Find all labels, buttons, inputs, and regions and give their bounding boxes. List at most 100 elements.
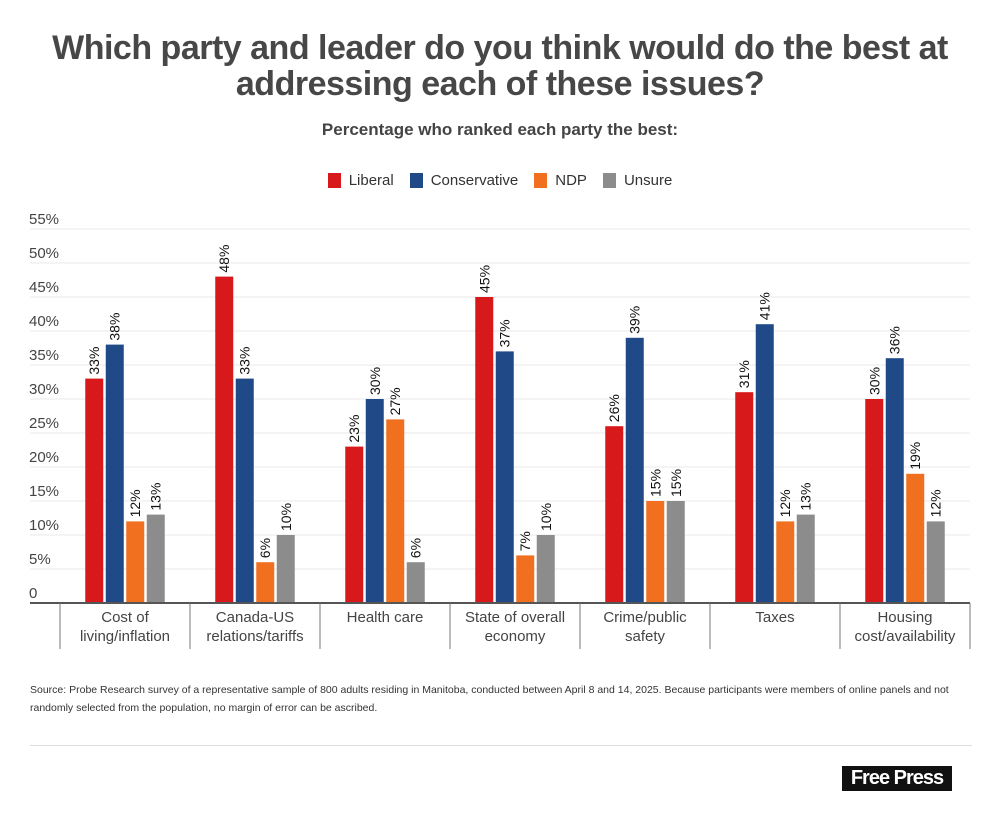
x-category-label: Health care	[347, 609, 424, 626]
bar-value-label: 6%	[408, 538, 424, 558]
bar-ndp	[646, 501, 665, 603]
bar-value-label: 7%	[517, 531, 533, 551]
y-tick-label: 15%	[29, 483, 59, 500]
x-category-label: State of overall	[465, 609, 565, 626]
bar-conservative	[235, 378, 254, 603]
x-category-label: Cost of	[101, 609, 149, 626]
bar-value-label: 12%	[777, 489, 793, 517]
y-tick-label: 30%	[29, 381, 59, 398]
bar-value-label: 10%	[278, 503, 294, 531]
footer-divider	[30, 745, 972, 746]
bar-value-label: 30%	[866, 367, 882, 395]
bar-value-label: 6%	[257, 538, 273, 558]
bar-conservative	[625, 337, 644, 603]
bar-value-label: 13%	[798, 483, 814, 511]
y-tick-label: 55%	[29, 211, 59, 228]
bar-unsure	[276, 535, 295, 603]
legend-swatch-liberal	[327, 173, 341, 188]
bar-unsure	[536, 535, 555, 603]
y-tick-label: 40%	[29, 313, 59, 330]
bar-unsure	[406, 562, 425, 603]
bar-value-label: 38%	[107, 313, 123, 341]
bar-value-label: 48%	[216, 245, 232, 273]
x-category-label: living/inflation	[80, 628, 170, 645]
bar-ndp	[906, 473, 925, 603]
bar-unsure	[666, 501, 685, 603]
bar-value-label: 33%	[86, 347, 102, 375]
legend-swatch-unsure	[602, 173, 616, 188]
bar-value-label: 10%	[538, 503, 554, 531]
bar-value-label: 30%	[367, 367, 383, 395]
bar-liberal	[215, 276, 234, 603]
y-tick-label: 5%	[29, 551, 51, 568]
x-category-label: Taxes	[755, 609, 794, 626]
chart-title-line-1: Which party and leader do you think woul…	[52, 29, 948, 67]
bar-ndp	[516, 555, 535, 603]
bar-liberal	[85, 378, 104, 603]
legend-label-conservative: Conservative	[430, 172, 519, 189]
bar-value-label: 27%	[387, 387, 403, 415]
legend-item-liberal: Liberal	[327, 172, 394, 189]
bar-conservative	[365, 399, 384, 603]
legend-item-ndp: NDP	[534, 172, 587, 189]
x-category-label: Crime/public	[603, 609, 687, 626]
bar-ndp	[126, 521, 145, 603]
y-tick-label: 45%	[29, 279, 59, 296]
legend-swatch-conservative	[409, 173, 423, 188]
bar-value-label: 39%	[627, 306, 643, 334]
legend-item-conservative: Conservative	[409, 172, 519, 189]
bar-unsure	[796, 514, 815, 603]
bar-value-label: 26%	[606, 394, 622, 422]
y-tick-label: 50%	[29, 245, 59, 262]
bar-ndp	[776, 521, 795, 603]
bar-value-label: 12%	[127, 489, 143, 517]
bar-value-label: 33%	[237, 347, 253, 375]
bar-value-label: 12%	[928, 489, 944, 517]
free-press-logo: Free Press	[842, 766, 952, 791]
bar-unsure	[926, 521, 945, 603]
x-category-label: economy	[485, 628, 546, 645]
bar-value-label: 41%	[757, 292, 773, 320]
x-category-label: safety	[625, 628, 666, 645]
legend-swatch-ndp	[534, 173, 548, 188]
x-category-label: Housing	[877, 609, 932, 626]
bar-value-label: 19%	[907, 442, 923, 470]
bar-value-label: 45%	[476, 265, 492, 293]
bar-conservative	[105, 344, 124, 603]
bar-conservative	[755, 324, 774, 603]
y-tick-label: 20%	[29, 449, 59, 466]
bar-liberal	[735, 392, 754, 603]
y-tick-label: 10%	[29, 517, 59, 534]
legend-label-liberal: Liberal	[348, 172, 394, 189]
bar-liberal	[605, 426, 624, 603]
x-category-label: Canada-US	[216, 609, 294, 626]
bar-unsure	[146, 514, 165, 603]
source-note: Source: Probe Research survey of a repre…	[30, 684, 949, 714]
x-category-label: cost/availability	[855, 628, 956, 645]
y-tick-label: 25%	[29, 415, 59, 432]
bar-ndp	[386, 419, 405, 603]
bar-value-label: 31%	[736, 360, 752, 388]
chart-title-line-2: addressing each of these issues?	[235, 65, 765, 103]
bar-value-label: 37%	[497, 319, 513, 347]
bar-liberal	[865, 399, 884, 603]
bar-conservative	[885, 358, 904, 603]
bar-conservative	[495, 351, 514, 603]
bar-liberal	[475, 297, 494, 603]
chart-subtitle: Percentage who ranked each party the bes…	[321, 120, 679, 139]
bar-ndp	[256, 562, 275, 603]
bar-liberal	[345, 446, 364, 603]
bar-value-label: 23%	[346, 415, 362, 443]
y-tick-label: 35%	[29, 347, 59, 364]
bar-value-label: 15%	[647, 469, 663, 497]
legend-label-unsure: Unsure	[623, 172, 673, 189]
bar-value-label: 13%	[148, 483, 164, 511]
legend-label-ndp: NDP	[555, 172, 587, 189]
x-category-label: relations/tariffs	[206, 628, 303, 645]
chart-title: Which party and leader do you think woul…	[0, 30, 1000, 102]
legend-item-unsure: Unsure	[602, 172, 673, 189]
legend: Liberal Conservative NDP Unsure	[0, 172, 1000, 189]
bar-value-label: 36%	[887, 326, 903, 354]
bar-chart: 0 5% 10% 15% 20% 25% 30% 35% 40% 45% 50% 55% 33% 38% 1…	[29, 211, 971, 649]
y-tick-label: 0	[29, 585, 37, 602]
